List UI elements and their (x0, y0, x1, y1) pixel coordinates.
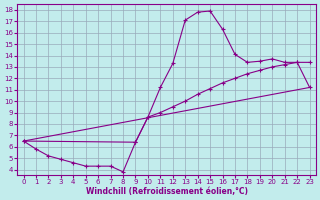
X-axis label: Windchill (Refroidissement éolien,°C): Windchill (Refroidissement éolien,°C) (85, 187, 248, 196)
